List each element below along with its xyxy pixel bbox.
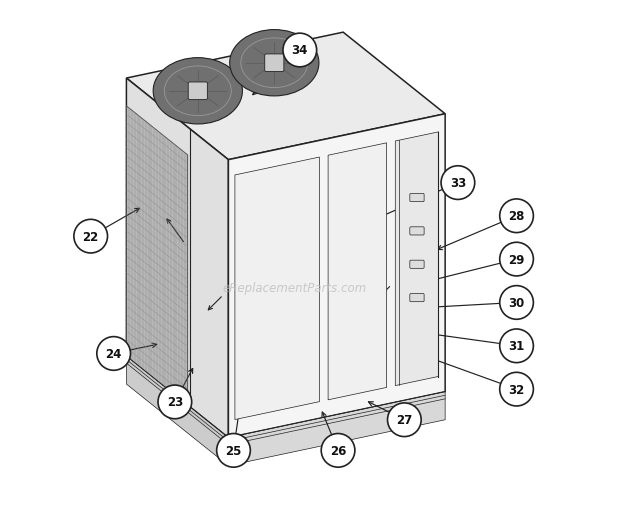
Polygon shape: [228, 392, 445, 466]
FancyBboxPatch shape: [188, 83, 207, 100]
Text: 27: 27: [396, 413, 412, 427]
Polygon shape: [126, 356, 228, 466]
Circle shape: [97, 337, 130, 371]
Polygon shape: [235, 158, 319, 420]
Circle shape: [74, 220, 107, 253]
Polygon shape: [328, 144, 387, 400]
Ellipse shape: [153, 59, 242, 125]
FancyBboxPatch shape: [410, 261, 424, 269]
Circle shape: [388, 403, 421, 437]
Polygon shape: [228, 115, 445, 438]
Text: eReplacementParts.com: eReplacementParts.com: [223, 281, 367, 294]
Circle shape: [283, 34, 317, 68]
Text: 30: 30: [508, 296, 525, 309]
Circle shape: [500, 373, 533, 406]
Text: 32: 32: [508, 383, 525, 396]
Polygon shape: [126, 79, 228, 438]
Circle shape: [500, 200, 533, 233]
Text: 34: 34: [291, 44, 308, 58]
Circle shape: [500, 243, 533, 276]
Polygon shape: [126, 33, 445, 160]
Circle shape: [500, 286, 533, 320]
Polygon shape: [126, 106, 188, 405]
Text: 28: 28: [508, 210, 525, 223]
Circle shape: [441, 166, 475, 200]
Text: 26: 26: [330, 444, 346, 457]
Polygon shape: [396, 132, 438, 386]
Text: 25: 25: [225, 444, 242, 457]
Circle shape: [158, 385, 192, 419]
Circle shape: [500, 329, 533, 363]
FancyBboxPatch shape: [410, 228, 424, 236]
Text: 31: 31: [508, 340, 525, 353]
FancyBboxPatch shape: [265, 55, 284, 72]
Text: 23: 23: [167, 395, 183, 409]
Text: 24: 24: [105, 347, 122, 360]
Circle shape: [321, 434, 355, 467]
Text: 33: 33: [450, 177, 466, 190]
FancyBboxPatch shape: [410, 294, 424, 302]
FancyBboxPatch shape: [410, 194, 424, 202]
Circle shape: [216, 434, 250, 467]
Ellipse shape: [229, 31, 319, 97]
Text: 29: 29: [508, 253, 525, 266]
Text: 22: 22: [82, 230, 99, 243]
